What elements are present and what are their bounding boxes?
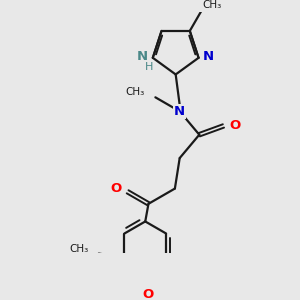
Text: N: N — [202, 50, 214, 63]
Text: N: N — [174, 105, 185, 118]
Text: N: N — [137, 50, 148, 63]
Text: CH₃: CH₃ — [203, 0, 222, 11]
Text: CH₃: CH₃ — [70, 244, 89, 254]
Text: H: H — [145, 62, 153, 72]
Text: O: O — [142, 288, 153, 300]
Text: CH₃: CH₃ — [125, 88, 144, 98]
Text: O: O — [111, 182, 122, 195]
Text: O: O — [229, 119, 240, 132]
